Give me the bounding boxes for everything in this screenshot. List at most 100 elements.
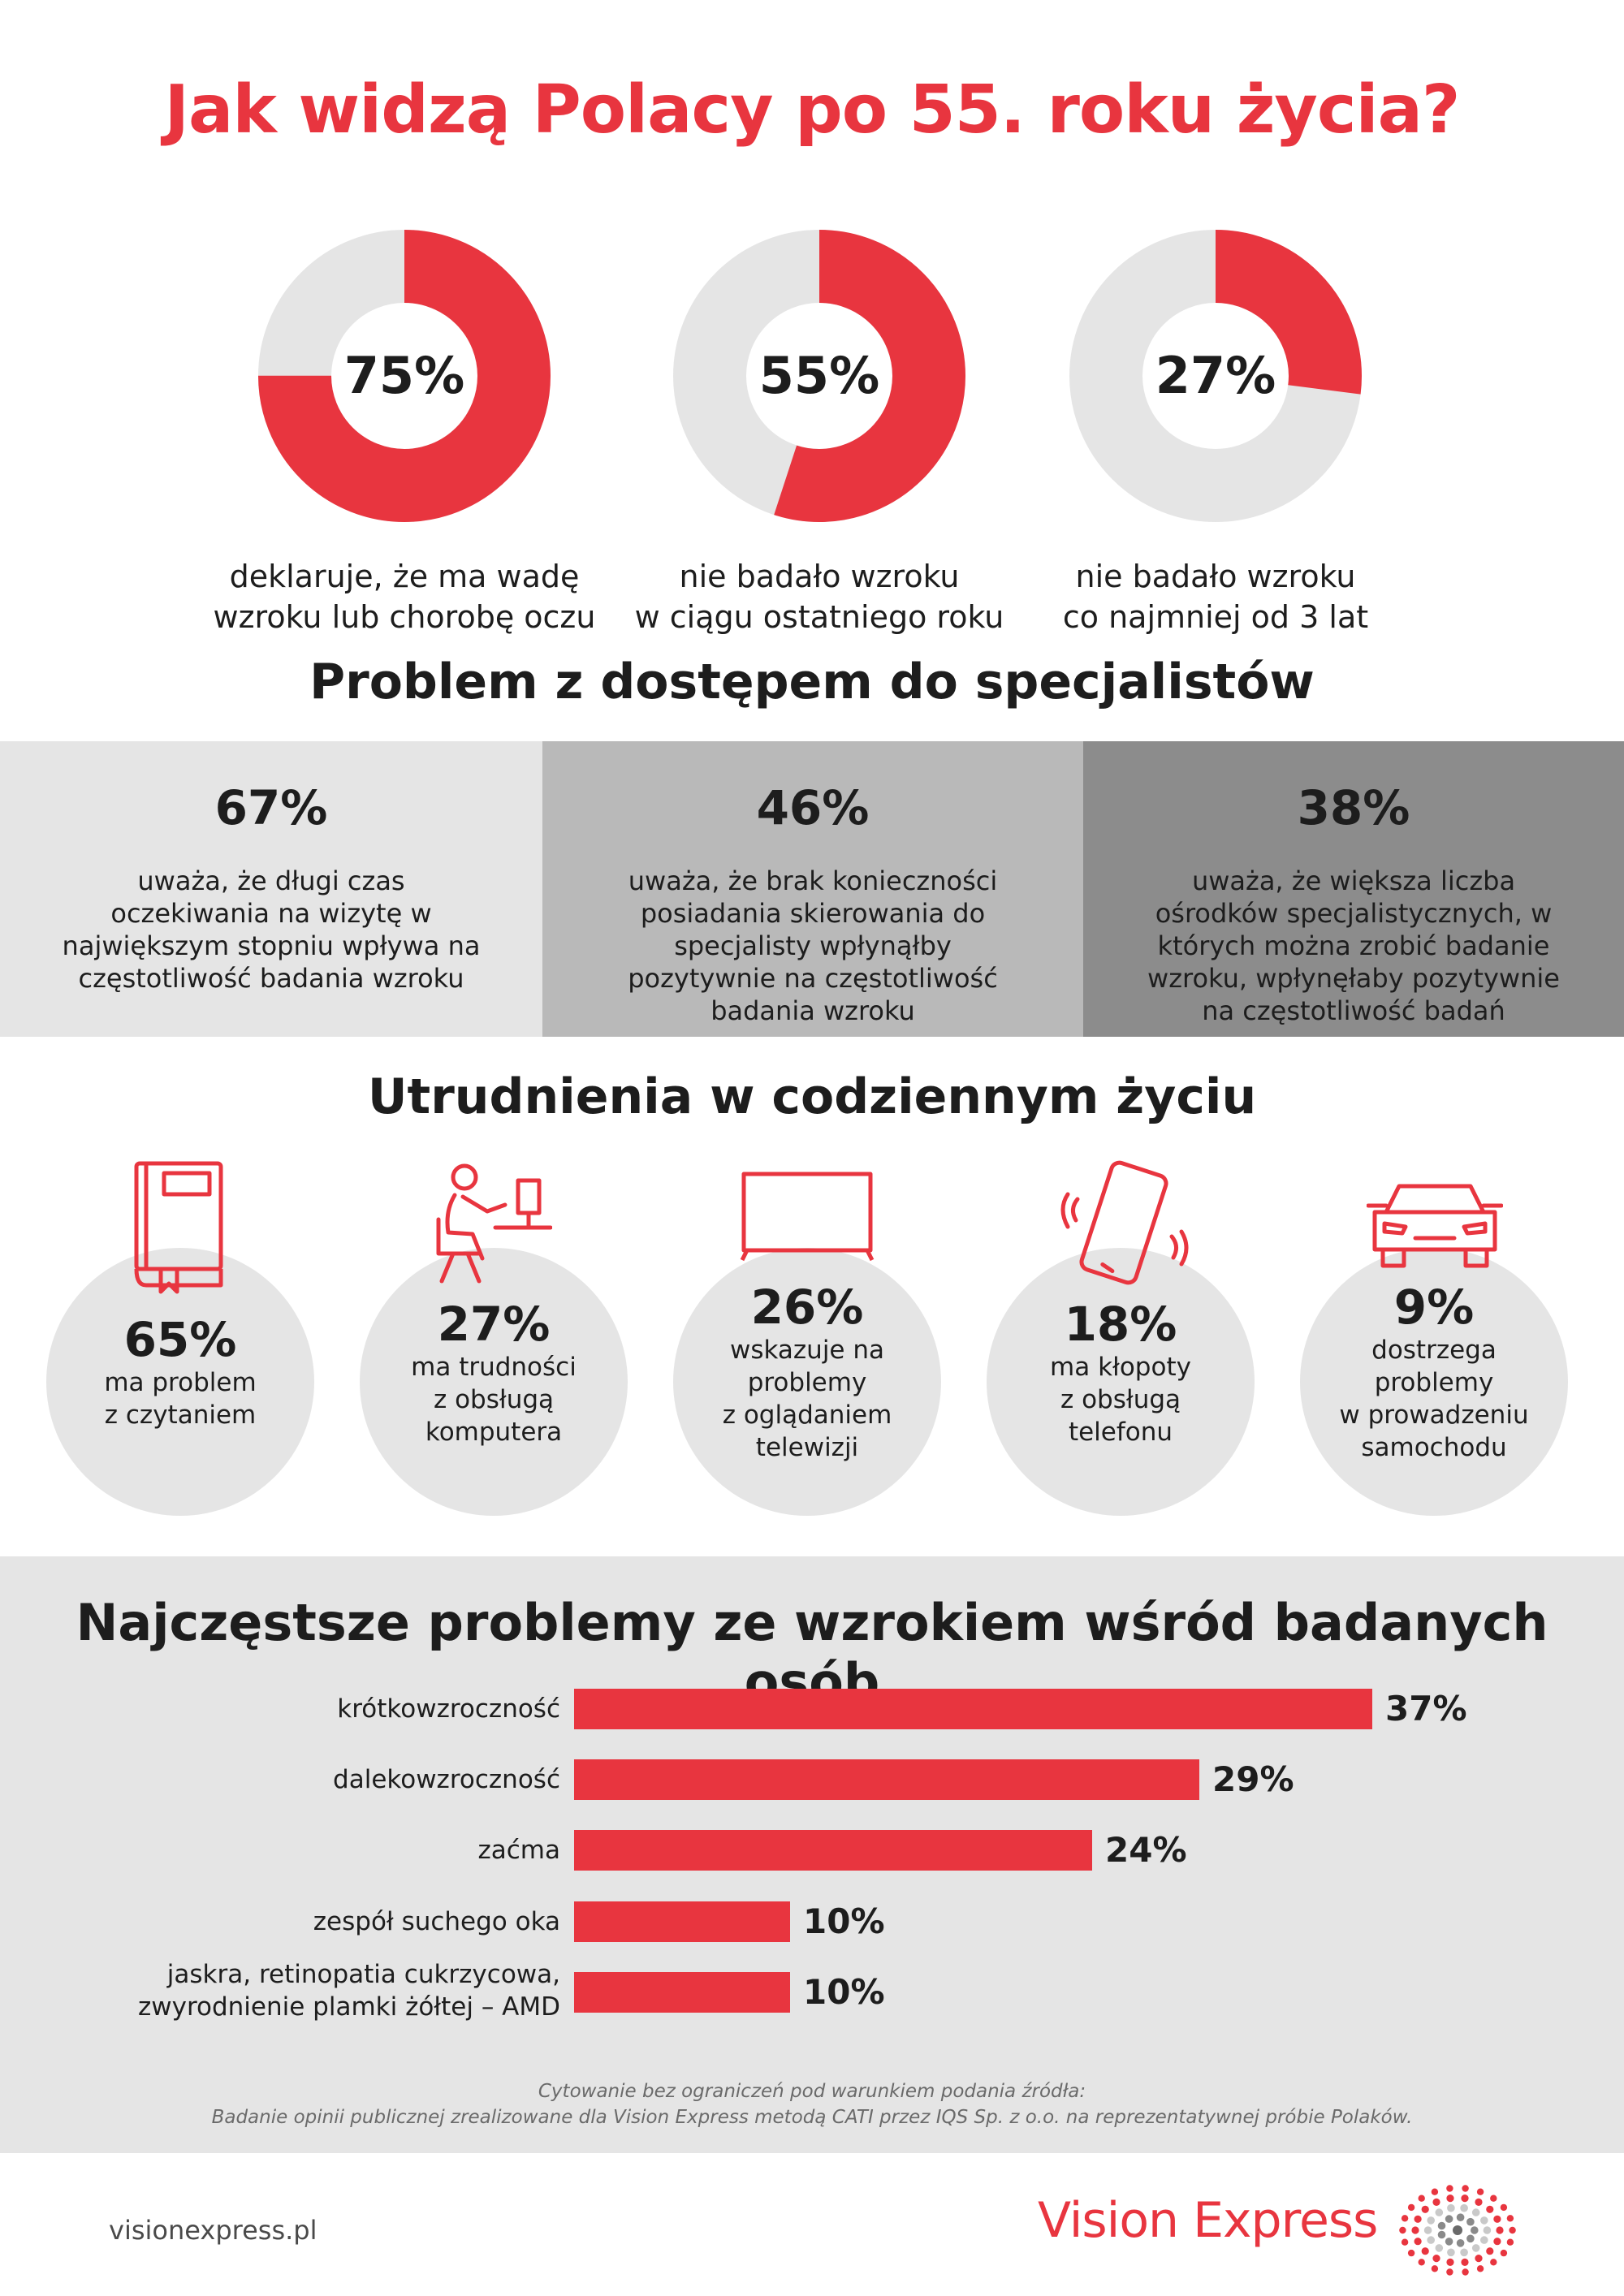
vision-express-logo-icon <box>1399 2185 1516 2276</box>
donut-item: 55% nie badało wzroku w ciągu ostatniego… <box>592 230 1047 637</box>
bar <box>574 1972 790 2013</box>
computer-user-icon <box>436 1163 552 1284</box>
stat-value: 9% <box>1393 1280 1475 1335</box>
stat-desc-line: telewizji <box>755 1433 859 1462</box>
bar <box>574 1689 1372 1729</box>
donut-value: 27% <box>1155 346 1276 405</box>
stat-circle <box>360 1248 628 1516</box>
source-line: Badanie opinii publicznej zrealizowane d… <box>211 2107 1413 2128</box>
donut-desc-line: w ciągu ostatniego roku <box>634 599 1004 635</box>
logo-dot <box>1432 2198 1440 2206</box>
stat-value: 27% <box>437 1297 551 1352</box>
section-heading-daily: Utrudnienia w codziennym życiu <box>367 1068 1257 1125</box>
stat-desc-line: z obsługą <box>1060 1385 1181 1414</box>
bar-value-label: 10% <box>803 1972 885 2012</box>
access-panel: 46% uważa, że brak konieczności posiadan… <box>542 741 1083 1037</box>
stat-desc-line: z czytaniem <box>104 1400 257 1430</box>
logo-dot <box>1460 2248 1468 2257</box>
logo-dot <box>1500 2203 1508 2212</box>
logo-dot <box>1476 2188 1484 2195</box>
stat-desc-line: komputera <box>425 1418 563 1447</box>
logo-dot <box>1401 2215 1409 2222</box>
bar <box>574 1759 1199 1800</box>
page-title: Jak widzą Polacy po 55. roku życia? <box>164 71 1461 149</box>
logo-dot <box>1506 2238 1514 2246</box>
access-value: 38% <box>1297 780 1410 835</box>
donut-chart <box>258 230 551 522</box>
stat-value: 65% <box>123 1312 237 1367</box>
logo-dot <box>1480 2236 1488 2244</box>
logo-dot <box>1421 2247 1429 2255</box>
logo-dot <box>1493 2238 1501 2246</box>
logo-dot <box>1432 2255 1440 2263</box>
logo-dot <box>1509 2226 1516 2234</box>
bar-category-label: zaćma <box>0 1834 560 1867</box>
website-link[interactable]: visionexpress.pl <box>109 2215 317 2246</box>
stat-desc-line: w prowadzeniu <box>1339 1400 1529 1430</box>
bar-category-line: dalekowzroczność <box>333 1765 560 1794</box>
logo-dot <box>1461 2195 1469 2203</box>
logo-dot <box>1490 2195 1497 2202</box>
logo-dot <box>1427 2236 1435 2244</box>
logo-dot <box>1427 2216 1435 2225</box>
bar-category-label: jaskra, retinopatia cukrzycowa, zwyrodni… <box>0 1958 560 2023</box>
tv-icon <box>740 1172 875 1262</box>
stat-desc-line: z oglądaniem <box>722 1400 892 1430</box>
stat-value: 26% <box>750 1280 864 1335</box>
access-value: 46% <box>756 780 870 835</box>
logo-dot <box>1466 2234 1475 2243</box>
stat-desc-line: samochodu <box>1361 1433 1507 1462</box>
access-value: 67% <box>214 780 328 835</box>
access-panel: 38% uważa, że większa liczba ośrodków sp… <box>1083 741 1624 1037</box>
donut-item: 27% nie badało wzroku co najmniej od 3 l… <box>988 230 1443 637</box>
logo-dot <box>1471 2208 1480 2216</box>
bar-category-line: jaskra, retinopatia cukrzycowa, <box>166 1960 560 1989</box>
bar-category-label: dalekowzroczność <box>0 1763 560 1796</box>
logo-dot <box>1407 2203 1415 2212</box>
stat-text: 65% ma problem z czytaniem <box>46 1313 314 1431</box>
bar-category-label: krótkowzroczność <box>0 1693 560 1725</box>
logo-dot <box>1399 2226 1406 2234</box>
donut-desc-line: wzroku lub chorobę oczu <box>213 599 596 635</box>
brand-logo-text: Vision Express <box>1038 2192 1378 2249</box>
source-note: Cytowanie bez ograniczeń pod warunkiem p… <box>0 2078 1624 2130</box>
stat-circle <box>1300 1248 1568 1516</box>
logo-dot <box>1471 2244 1480 2252</box>
logo-dot <box>1466 2217 1475 2226</box>
donut-value: 55% <box>758 346 880 405</box>
logo-dot <box>1414 2238 1422 2246</box>
logo-dot <box>1437 2221 1446 2230</box>
logo-dot <box>1431 2188 1439 2195</box>
donut-arc <box>258 230 551 522</box>
logo-dot <box>1483 2226 1492 2234</box>
logo-dot <box>1496 2226 1504 2234</box>
donut-chart <box>673 230 965 522</box>
logo-dot <box>1414 2215 1422 2223</box>
logo-dot <box>1446 2185 1453 2192</box>
stat-text: 18% ma kłopoty z obsługą telefonu <box>987 1297 1255 1448</box>
bar-category-line: krótkowzroczność <box>337 1694 560 1724</box>
logo-dot <box>1418 2259 1425 2266</box>
logo-dot <box>1471 2226 1479 2234</box>
stat-text: 26% wskazuje na problemy z oglądaniem te… <box>673 1280 941 1464</box>
logo-dot <box>1446 2268 1453 2276</box>
logo-dot <box>1437 2230 1446 2239</box>
bar-value-label: 24% <box>1105 1830 1187 1870</box>
stat-text: 9% dostrzega problemy w prowadzeniu samo… <box>1300 1280 1568 1464</box>
stat-circle <box>673 1248 941 1516</box>
stat-desc-line: ma kłopoty <box>1050 1353 1191 1382</box>
bar-value-label: 37% <box>1385 1689 1467 1728</box>
bar-value-label: 10% <box>803 1901 885 1941</box>
phone-icon <box>1060 1160 1189 1285</box>
logo-dot <box>1446 2258 1454 2266</box>
logo-dot <box>1453 2225 1462 2235</box>
logo-dot <box>1435 2208 1444 2216</box>
logo-dot <box>1421 2205 1429 2213</box>
logo-dot <box>1456 2213 1465 2221</box>
logo-dot <box>1460 2203 1468 2212</box>
stat-text: 27% ma trudności z obsługą komputera <box>360 1297 628 1448</box>
donut-value: 75% <box>343 346 465 405</box>
access-description: uważa, że większa liczba ośrodków specja… <box>1147 865 1560 1026</box>
access-panel: 67% uważa, że długi czas oczekiwania na … <box>0 741 542 1037</box>
logo-dot <box>1476 2265 1484 2272</box>
